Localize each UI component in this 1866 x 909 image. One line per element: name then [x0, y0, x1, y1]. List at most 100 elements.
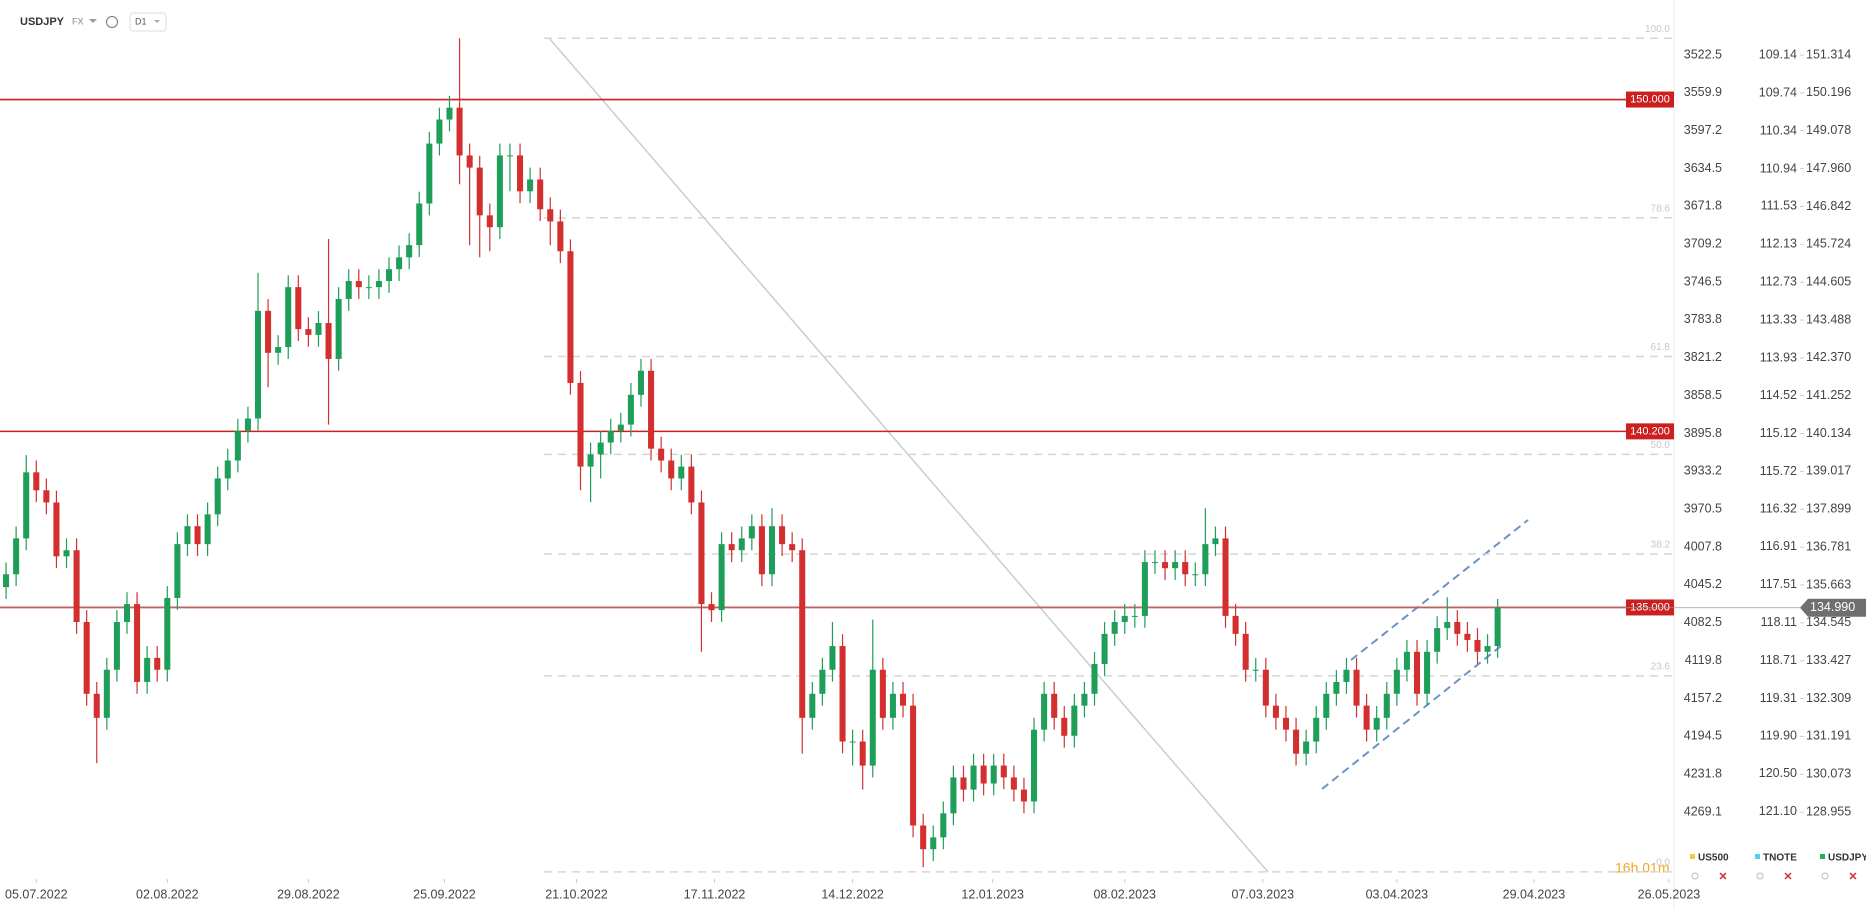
y-tick-label: 3709.2 — [1684, 237, 1722, 251]
candle-body — [920, 825, 927, 850]
level-label: 135.000 — [1630, 601, 1670, 613]
candle-body — [970, 765, 977, 790]
channel-line — [1321, 645, 1502, 790]
legend-remove[interactable] — [1849, 872, 1857, 880]
candle-body — [1202, 544, 1209, 575]
y-tick-label: 121.10 — [1759, 804, 1797, 818]
candle-body — [758, 526, 765, 575]
candle-body — [73, 550, 80, 623]
y-tick-label: 139.017 — [1806, 464, 1851, 478]
candle-body — [365, 287, 372, 289]
candle-body — [1403, 651, 1410, 670]
candle-body — [506, 155, 513, 157]
candle-body — [1424, 651, 1431, 694]
y-tick-label: 3634.5 — [1684, 161, 1722, 175]
channel-line — [1350, 519, 1529, 661]
candle-body — [385, 269, 393, 282]
candle-body — [1000, 765, 1007, 778]
candle-body — [83, 622, 90, 694]
candle-body — [1121, 615, 1128, 623]
legend-remove[interactable] — [1719, 872, 1727, 880]
y-tick-label: 4045.2 — [1684, 577, 1722, 591]
fib-label: 61.8 — [1651, 342, 1671, 353]
level-label: 150.000 — [1630, 93, 1670, 105]
y-tick-label: 135.663 — [1806, 577, 1851, 591]
candle-body — [1313, 717, 1320, 742]
x-tick-label: 02.08.2022 — [136, 887, 199, 901]
candle-body — [728, 544, 735, 551]
y-tick-label: 144.605 — [1806, 275, 1851, 289]
candle-body — [1474, 639, 1481, 652]
candle-body — [698, 502, 705, 605]
candle-body — [889, 693, 896, 718]
candle-body — [13, 538, 20, 575]
x-tick-label: 03.04.2023 — [1366, 887, 1429, 901]
fib-label: 0.0 — [1656, 858, 1670, 869]
candle-body — [154, 657, 161, 670]
y-tick-label: 119.90 — [1760, 728, 1797, 742]
legend-remove[interactable] — [1784, 872, 1792, 880]
candle-body — [204, 514, 211, 545]
candle-body — [254, 310, 262, 419]
x-tick-label: 25.09.2022 — [413, 887, 476, 901]
y-tick-label: 131.191 — [1806, 729, 1851, 743]
legend-label: USDJPY — [1828, 853, 1866, 864]
x-tick-label: 29.08.2022 — [277, 887, 340, 901]
candle-body — [335, 298, 342, 359]
candle-body — [486, 215, 493, 228]
info-icon[interactable] — [106, 16, 118, 28]
dropdown-arrow[interactable] — [89, 19, 97, 23]
x-tick-label: 05.07.2022 — [5, 887, 68, 901]
candle-body — [1413, 651, 1421, 694]
interval-select[interactable] — [129, 12, 167, 32]
candle-body — [597, 442, 604, 455]
candle-body — [476, 167, 483, 216]
candle-body — [829, 646, 836, 670]
y-tick-label: 4157.2 — [1684, 691, 1722, 705]
legend-visibility[interactable] — [1691, 872, 1699, 880]
candle-body — [1262, 669, 1269, 706]
legend-visibility[interactable] — [1756, 872, 1764, 880]
y-tick-label: 3597.2 — [1684, 123, 1722, 137]
y-tick-label: 140.134 — [1806, 426, 1851, 440]
candle-body — [1020, 789, 1027, 802]
y-tick-label: 4007.8 — [1684, 539, 1722, 553]
candle-body — [345, 281, 352, 299]
candle-body — [123, 604, 131, 623]
candle-body — [980, 765, 987, 784]
legend-visibility[interactable] — [1821, 872, 1829, 880]
candle-body — [315, 323, 322, 335]
interval: D1 — [135, 16, 147, 26]
candle-body — [738, 538, 745, 551]
fib-label: 38.2 — [1651, 540, 1671, 551]
y-tick-label: 116.32 — [1760, 502, 1797, 516]
candle-body — [688, 466, 695, 503]
candle-body — [1192, 574, 1199, 576]
legend-swatch — [1755, 854, 1760, 859]
y-tick-label: 137.899 — [1806, 502, 1851, 516]
candle-body — [436, 119, 443, 144]
candle-body — [517, 155, 524, 192]
candle-body — [809, 693, 816, 718]
candle-body — [1131, 615, 1138, 617]
y-tick-label: 3559.9 — [1684, 85, 1722, 99]
candle-body — [244, 418, 251, 431]
y-tick-label: 109.74 — [1759, 85, 1797, 99]
dropdown-arrow — [154, 20, 160, 23]
candle-body — [879, 669, 886, 718]
candle-body — [1282, 717, 1290, 730]
candle-body — [214, 478, 221, 515]
y-tick-label: 117.51 — [1760, 577, 1797, 591]
y-tick-label: 3970.5 — [1684, 502, 1722, 516]
candle-body — [1444, 622, 1451, 629]
candle-body — [587, 454, 594, 467]
candle-body — [1252, 669, 1259, 671]
candle-body — [799, 550, 806, 718]
candle-body — [527, 179, 534, 192]
y-tick-label: 110.34 — [1760, 123, 1797, 137]
candle-body — [930, 837, 937, 850]
candle-body — [1242, 633, 1249, 670]
candle-body — [33, 472, 40, 491]
y-tick-label: 133.427 — [1806, 653, 1851, 667]
